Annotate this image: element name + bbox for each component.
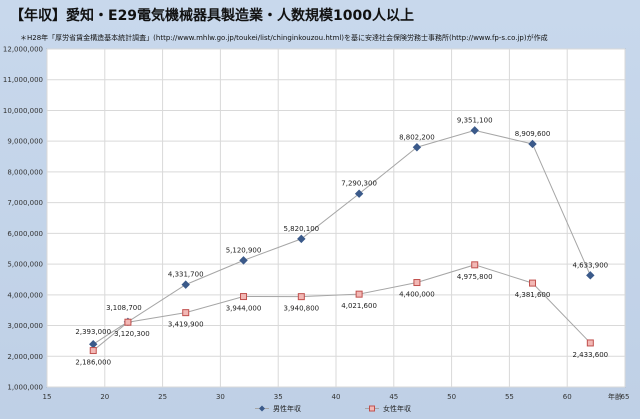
data-label: 3,940,800 xyxy=(283,305,319,313)
legend-marker xyxy=(259,405,265,412)
data-point xyxy=(239,256,248,265)
x-tick-label: 35 xyxy=(274,393,283,401)
y-tick-label: 1,000,000 xyxy=(7,384,43,392)
legend: 男性年収 女性年収 xyxy=(255,404,411,413)
y-tick-label: 2,000,000 xyxy=(7,353,43,361)
data-point xyxy=(240,293,248,301)
legend-label: 女性年収 xyxy=(383,404,411,413)
data-point xyxy=(471,261,479,269)
y-tick-label: 9,000,000 xyxy=(7,138,43,146)
data-point xyxy=(355,290,363,298)
series-layer xyxy=(89,126,595,355)
x-axis-label: 年齢 xyxy=(608,392,622,401)
data-label: 2,393,000 xyxy=(75,328,111,336)
data-label: 2,186,000 xyxy=(75,359,111,367)
data-point xyxy=(124,318,132,326)
x-tick-label: 50 xyxy=(447,393,456,401)
chart-subtitle: ＊H28年「厚労省賃金構造基本統計調査」(http://www.mhlw.go.… xyxy=(20,33,548,42)
y-tick-label: 7,000,000 xyxy=(7,199,43,207)
y-tick-label: 3,000,000 xyxy=(7,322,43,330)
data-point xyxy=(528,139,537,149)
y-tick-label: 11,000,000 xyxy=(3,76,43,84)
y-axis-ticks: 1,000,000 2,000,000 3,000,000 4,000,000 5,00… xyxy=(3,46,43,392)
chart-title: 【年収】愛知・E29電気機械器具製造業・人数規模1000人以上 xyxy=(10,7,414,24)
series-line xyxy=(92,264,591,351)
data-label: 7,290,300 xyxy=(341,180,377,188)
data-point xyxy=(470,126,479,135)
data-point xyxy=(297,293,305,301)
data-point xyxy=(412,143,422,152)
x-tick-label: 20 xyxy=(100,393,109,401)
x-tick-label: 15 xyxy=(43,393,52,401)
y-tick-label: 12,000,000 xyxy=(3,46,43,54)
x-tick-label: 60 xyxy=(563,393,572,401)
data-point xyxy=(181,280,190,289)
data-label: 4,021,600 xyxy=(341,302,377,310)
data-label: 8,802,200 xyxy=(399,133,435,141)
legend-label: 男性年収 xyxy=(273,404,301,413)
x-tick-label: 45 xyxy=(389,393,398,401)
data-label: 4,381,600 xyxy=(515,291,551,299)
x-tick-label: 25 xyxy=(158,393,167,401)
data-label: 8,909,600 xyxy=(515,130,551,138)
data-point xyxy=(182,309,190,317)
data-label: 5,120,900 xyxy=(226,246,262,254)
x-tick-label: 30 xyxy=(216,393,225,401)
y-tick-label: 10,000,000 xyxy=(3,107,43,115)
data-label: 2,433,600 xyxy=(572,351,608,359)
data-point xyxy=(586,339,594,347)
data-point xyxy=(89,347,97,355)
series-line xyxy=(92,129,591,345)
data-point xyxy=(297,234,306,244)
data-label: 5,820,100 xyxy=(283,225,319,233)
data-point xyxy=(586,271,595,280)
data-label: 3,944,000 xyxy=(226,305,262,313)
data-label: 3,120,300 xyxy=(114,330,150,338)
legend-marker xyxy=(369,405,375,412)
data-label: 3,108,700 xyxy=(106,304,142,312)
y-tick-label: 5,000,000 xyxy=(7,261,43,269)
y-tick-label: 4,000,000 xyxy=(7,291,43,299)
x-axis-ticks: 15 20 25 30 35 40 45 50 55 60 65 xyxy=(43,393,630,401)
x-tick-label: 40 xyxy=(332,393,341,401)
grid-lines xyxy=(46,48,626,388)
data-point xyxy=(413,279,421,287)
y-tick-label: 6,000,000 xyxy=(7,230,43,238)
data-label: 4,975,800 xyxy=(457,273,493,281)
data-label: 9,351,100 xyxy=(457,116,493,124)
data-label: 3,419,900 xyxy=(168,321,204,329)
data-label: 4,633,900 xyxy=(572,261,608,269)
data-labels: 2,393,000 3,120,300 4,331,700 5,120,900 5,82… xyxy=(75,116,608,366)
data-point xyxy=(529,279,537,287)
x-tick-label: 65 xyxy=(621,393,630,401)
data-label: 4,331,700 xyxy=(168,271,204,279)
y-tick-label: 8,000,000 xyxy=(7,168,43,176)
data-point xyxy=(354,189,364,198)
data-label: 4,400,000 xyxy=(399,291,435,299)
x-tick-label: 55 xyxy=(505,393,514,401)
